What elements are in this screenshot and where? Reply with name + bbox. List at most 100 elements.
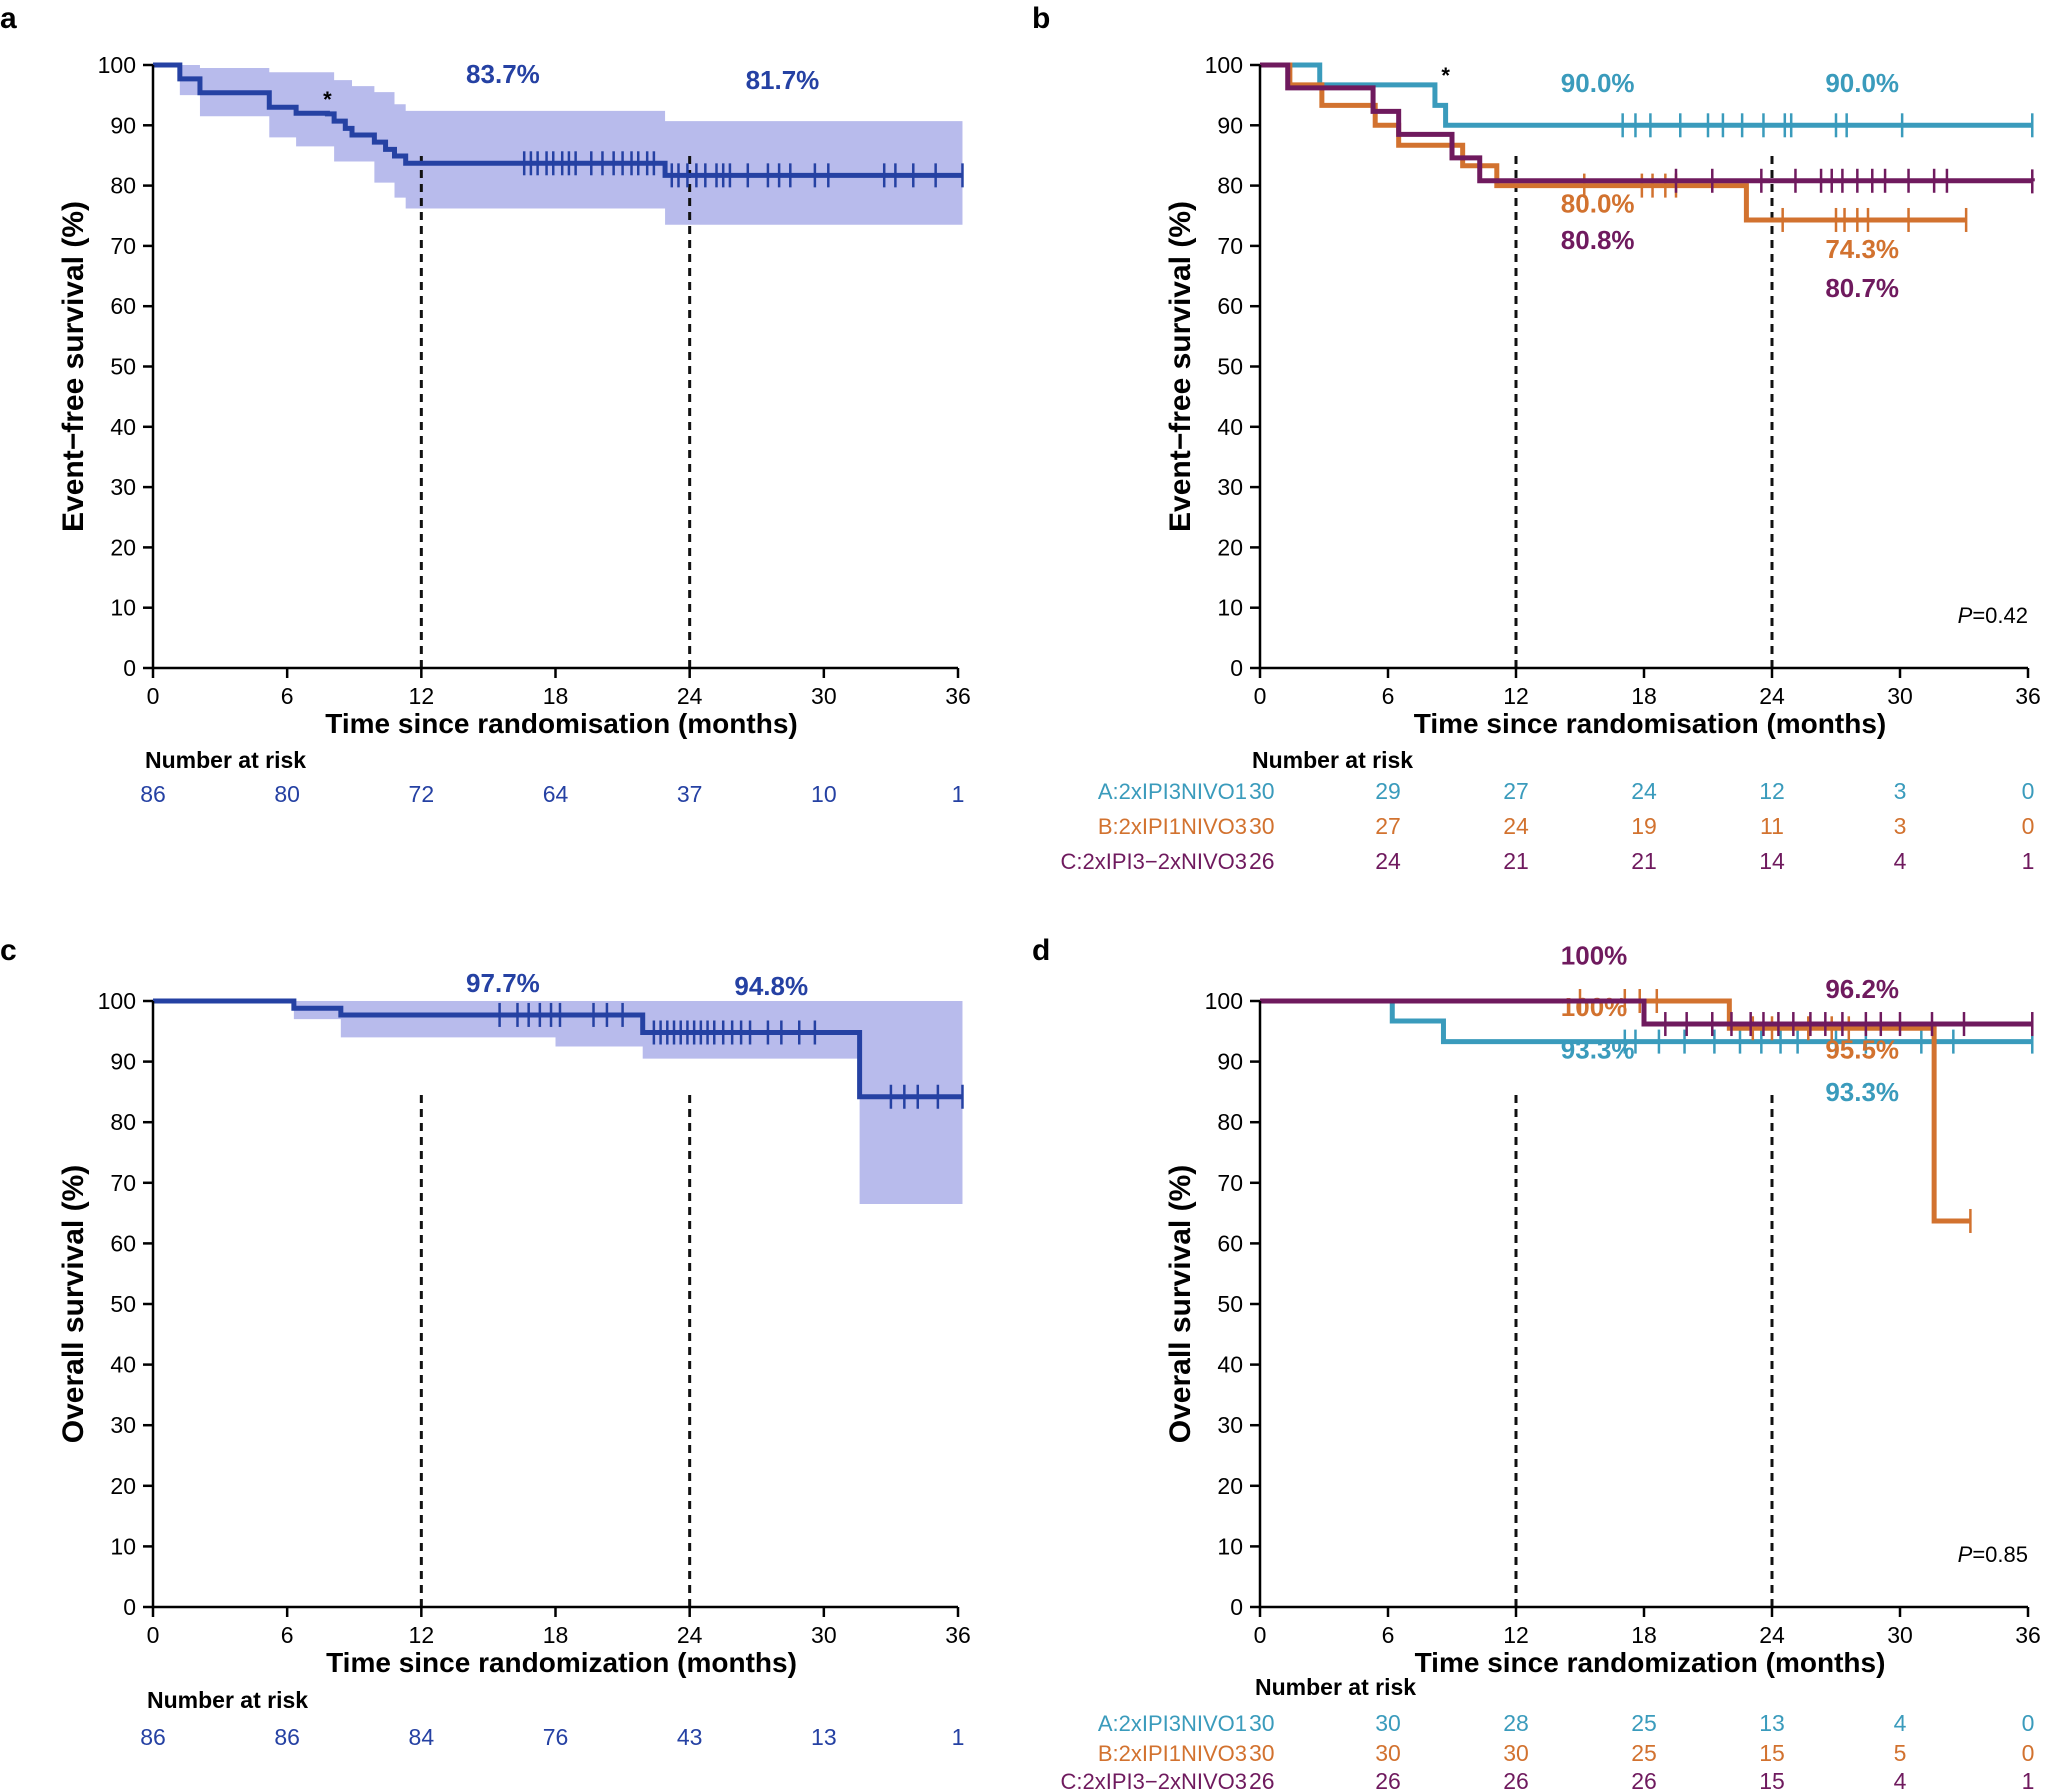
percent-annotation: 81.7%: [746, 65, 820, 95]
y-tick-label: 0: [1230, 1594, 1243, 1620]
y-tick-label: 20: [110, 534, 136, 560]
risk-count: 24: [1631, 778, 1657, 804]
x-tick-label: 12: [1503, 1622, 1529, 1648]
risk-count: 64: [543, 781, 569, 807]
x-tick-label: 0: [147, 1622, 160, 1648]
y-tick-label: 90: [110, 1049, 136, 1075]
y-tick-label: 80: [110, 1109, 136, 1135]
panel-a: a 83.7% 81.7% * 0 6 12 18 24 30 36 0 10 20 30 40 50 60 70 8…: [0, 2, 971, 807]
y-tick-label: 50: [110, 1291, 136, 1317]
risk-count: 0: [2022, 813, 2035, 839]
p-value: P=0.42: [1958, 603, 2028, 628]
percent-annotation: 96.2%: [1825, 974, 1899, 1004]
y-tick-label: 60: [110, 1230, 136, 1256]
y-tick-label: 70: [1217, 233, 1243, 259]
p-value-number: =0.85: [1972, 1542, 2028, 1567]
risk-count: 1: [952, 781, 965, 807]
risk-row-label: B:2xIPI1NIVO3: [1098, 814, 1247, 839]
risk-count: 30: [1503, 1740, 1529, 1766]
y-tick-label: 0: [123, 655, 136, 681]
panel-letter: d: [1032, 934, 1050, 967]
y-tick-label: 50: [110, 354, 136, 380]
risk-table-title: Number at risk: [1252, 747, 1413, 773]
risk-row-label: A:2xIPI3NIVO1: [1098, 1711, 1247, 1736]
y-tick-label: 60: [1217, 1230, 1243, 1256]
percent-annotation: 83.7%: [466, 59, 540, 89]
x-tick-label: 36: [2015, 1622, 2041, 1648]
p-value-number: =0.42: [1972, 603, 2028, 628]
y-tick-label: 90: [1217, 112, 1243, 138]
percent-annotation: 80.0%: [1561, 189, 1635, 219]
survival-curve-C: [1260, 998, 2033, 1027]
y-tick-label: 70: [1217, 1170, 1243, 1196]
risk-row-label: C:2xIPI3−2xNIVO3: [1061, 1769, 1247, 1790]
asterisk-marker: *: [323, 87, 332, 112]
y-tick-label: 30: [110, 474, 136, 500]
x-tick-label: 12: [409, 1622, 435, 1648]
percent-annotation: 93.3%: [1825, 1077, 1899, 1107]
x-tick-label: 18: [1631, 1622, 1657, 1648]
risk-count: 0: [2022, 1710, 2035, 1736]
y-tick-label: 70: [110, 233, 136, 259]
risk-count: 3: [1894, 778, 1907, 804]
risk-count: 28: [1503, 1710, 1529, 1736]
risk-count: 1: [2022, 848, 2035, 874]
percent-annotation: 97.7%: [466, 968, 540, 998]
p-value-symbol: P: [1958, 1542, 1973, 1567]
risk-count: 86: [274, 1724, 300, 1750]
y-tick-label: 20: [1217, 534, 1243, 560]
x-axis-label: Time since randomization (months): [326, 1647, 797, 1678]
x-axis-label: Time since randomization (months): [1415, 1647, 1886, 1678]
y-tick-label: 10: [1217, 1533, 1243, 1559]
risk-count: 26: [1249, 1768, 1275, 1790]
x-tick-label: 0: [147, 683, 160, 709]
risk-count: 30: [1249, 1740, 1275, 1766]
risk-count: 1: [952, 1724, 965, 1750]
risk-count: 80: [274, 781, 300, 807]
x-tick-label: 30: [811, 683, 837, 709]
risk-count: 15: [1759, 1768, 1785, 1790]
risk-count: 72: [409, 781, 435, 807]
x-tick-label: 36: [945, 1622, 971, 1648]
x-tick-label: 18: [1631, 683, 1657, 709]
risk-count: 12: [1759, 778, 1785, 804]
y-tick-label: 10: [110, 595, 136, 621]
x-axis-label: Time since randomisation (months): [1414, 708, 1886, 739]
y-tick-label: 0: [123, 1594, 136, 1620]
x-tick-label: 24: [1759, 683, 1785, 709]
percent-annotation: 94.8%: [734, 971, 808, 1001]
risk-count: 0: [2022, 1740, 2035, 1766]
risk-count: 26: [1249, 848, 1275, 874]
risk-count: 4: [1894, 1768, 1907, 1790]
y-tick-label: 40: [1217, 414, 1243, 440]
risk-count: 24: [1375, 848, 1401, 874]
risk-count: 24: [1503, 813, 1529, 839]
x-axis-label: Time since randomisation (months): [325, 708, 797, 739]
x-tick-label: 36: [945, 683, 971, 709]
risk-count: 14: [1759, 848, 1785, 874]
risk-count: 84: [409, 1724, 435, 1750]
y-tick-label: 30: [1217, 1412, 1243, 1438]
panel-b: b 90.0% 90.0% 80.0% 74.3% 80.8% 80.7% * 0 6 12 18 24…: [1032, 2, 2041, 874]
panel-c: c 97.7% 94.8% 0 6 12 18 24 30 36 0 10 20 30 40 50 60 70 80…: [0, 934, 971, 1750]
risk-count: 19: [1631, 813, 1657, 839]
risk-count: 10: [811, 781, 837, 807]
survival-curve-overall: [153, 62, 963, 178]
x-tick-label: 24: [1759, 1622, 1785, 1648]
x-tick-label: 24: [677, 1622, 703, 1648]
risk-count: 30: [1249, 813, 1275, 839]
risk-count: 37: [677, 781, 703, 807]
y-tick-label: 80: [1217, 173, 1243, 199]
x-tick-label: 0: [1254, 1622, 1267, 1648]
x-tick-label: 18: [543, 1622, 569, 1648]
x-tick-label: 12: [1503, 683, 1529, 709]
percent-annotation: 100%: [1561, 941, 1628, 971]
x-tick-label: 6: [281, 1622, 294, 1648]
x-tick-label: 24: [677, 683, 703, 709]
risk-row-label: B:2xIPI1NIVO3: [1098, 1741, 1247, 1766]
risk-count: 0: [2022, 778, 2035, 804]
risk-count: 26: [1503, 1768, 1529, 1790]
percent-annotation: 100%: [1561, 992, 1628, 1022]
risk-row-label: C:2xIPI3−2xNIVO3: [1061, 849, 1247, 874]
y-tick-label: 60: [1217, 293, 1243, 319]
